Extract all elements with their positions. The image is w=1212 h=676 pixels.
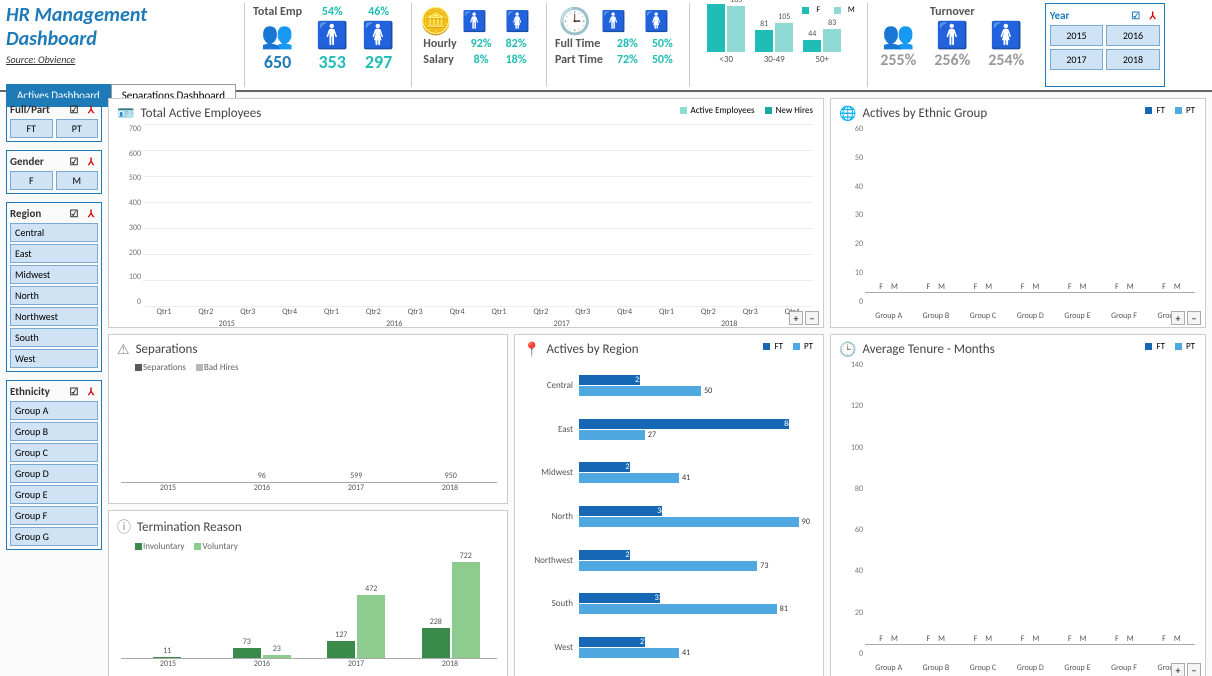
- kpi-total-label: Total Emp: [253, 5, 302, 19]
- slicer-region: Region ☑⅄ CentralEastMidwestNorthNorthwe…: [6, 202, 102, 372]
- clear-filter-icon[interactable]: ⅄: [84, 102, 98, 116]
- year-slicer-title: Year: [1050, 9, 1070, 22]
- hourly-m: 92%: [471, 37, 492, 51]
- zoom-out-icon[interactable]: −: [805, 311, 819, 325]
- female-icon: 🚺: [362, 19, 394, 51]
- slicer-option[interactable]: F: [10, 171, 53, 190]
- year-option[interactable]: 2018: [1106, 49, 1160, 70]
- slicer-option[interactable]: Group F: [10, 506, 98, 525]
- turnover-title: Turnover: [930, 5, 975, 19]
- zoom-in-icon[interactable]: +: [1171, 311, 1185, 325]
- year-option[interactable]: 2015: [1050, 25, 1104, 46]
- female-icon: 🚺: [644, 9, 669, 34]
- clear-filter-icon[interactable]: ⅄: [84, 384, 98, 398]
- hourly-f: 82%: [506, 37, 527, 51]
- slicer-option[interactable]: South: [10, 328, 98, 347]
- coins-icon: 🪙: [420, 5, 452, 37]
- slicer-option[interactable]: Northwest: [10, 307, 98, 326]
- clear-filter-icon[interactable]: ⅄: [1146, 8, 1160, 22]
- kpi-male-value: 353: [319, 51, 346, 73]
- fulltime-label: Full Time: [555, 37, 603, 51]
- clear-filter-icon[interactable]: ⅄: [84, 154, 98, 168]
- panel-total-active: 🪪Total Active Employees Active Employees…: [108, 98, 824, 328]
- slicer-option[interactable]: FT: [10, 119, 53, 138]
- panel-termination: ⓘTermination Reason Involuntary Voluntar…: [108, 510, 508, 676]
- zoom-out-icon[interactable]: −: [1187, 663, 1201, 676]
- multiselect-icon[interactable]: ☑: [67, 206, 81, 220]
- turnover-f: 254%: [988, 51, 1024, 70]
- slicer-option[interactable]: Group E: [10, 485, 98, 504]
- slicer-option[interactable]: Group C: [10, 443, 98, 462]
- slicer-option[interactable]: North: [10, 286, 98, 305]
- clear-filter-icon[interactable]: ⅄: [84, 206, 98, 220]
- year-option[interactable]: 2017: [1050, 49, 1104, 70]
- ft-m: 28%: [617, 37, 638, 51]
- slicer-option[interactable]: East: [10, 244, 98, 263]
- pt-m: 72%: [617, 53, 638, 67]
- female-icon: 🚺: [505, 9, 530, 34]
- globe-icon: 🌐: [839, 105, 856, 122]
- panel-separations: ⚠Separations Separations Bad Hires 96 48…: [108, 334, 508, 504]
- multiselect-icon[interactable]: ☑: [67, 384, 81, 398]
- pt-f: 50%: [652, 53, 673, 67]
- panel-region: 📍Actives by Region FT PT CentralEastMidw…: [514, 334, 824, 676]
- age-chart-kpi: F M 172 165 <30 81 105 30-49 44 83: [689, 3, 859, 87]
- kpi-male-pct: 54%: [322, 5, 343, 19]
- info-icon: ⓘ: [117, 517, 131, 537]
- kpi-total-value: 650: [264, 51, 291, 73]
- slicer-option[interactable]: Midwest: [10, 265, 98, 284]
- slicer-full/part: Full/Part ☑⅄ FTPT: [6, 98, 102, 142]
- slicer-option[interactable]: Group A: [10, 401, 98, 420]
- ft-f: 50%: [652, 37, 673, 51]
- year-option[interactable]: 2016: [1106, 25, 1160, 46]
- panel-ethnic: 🌐Actives by Ethnic Group FT PT 605040302…: [830, 98, 1206, 328]
- slicer-option[interactable]: PT: [56, 119, 99, 138]
- clock-icon: 🕒: [839, 341, 856, 358]
- salary-label: Salary: [423, 53, 456, 67]
- zoom-in-icon[interactable]: +: [789, 311, 803, 325]
- multiselect-icon[interactable]: ☑: [1129, 8, 1143, 22]
- male-icon: 🚹: [936, 19, 968, 51]
- dashboard-title: HR Management Dashboard: [6, 3, 236, 51]
- year-slicer: Year ☑ ⅄ 2015201620172018: [1045, 3, 1165, 87]
- source-link[interactable]: Source: Obvience: [6, 53, 236, 66]
- people-icon: 👥: [261, 19, 293, 51]
- male-icon: 🚹: [601, 9, 626, 34]
- badge-icon: 🪪: [117, 105, 134, 122]
- female-icon: 🚺: [990, 19, 1022, 51]
- slicer-option[interactable]: West: [10, 349, 98, 368]
- multiselect-icon[interactable]: ☑: [67, 102, 81, 116]
- slicer-gender: Gender ☑⅄ FM: [6, 150, 102, 194]
- turnover-all: 255%: [880, 51, 916, 70]
- people-icon: 👥: [882, 19, 914, 51]
- slicer-option[interactable]: Group G: [10, 527, 98, 546]
- parttime-label: Part Time: [555, 53, 603, 67]
- multiselect-icon[interactable]: ☑: [67, 154, 81, 168]
- male-icon: 🚹: [316, 19, 348, 51]
- kpi-female-value: 297: [365, 51, 392, 73]
- slicer-option[interactable]: Group B: [10, 422, 98, 441]
- slicer-option[interactable]: Group D: [10, 464, 98, 483]
- slicer-option[interactable]: Central: [10, 223, 98, 242]
- slicer-ethnicity: Ethnicity ☑⅄ Group AGroup BGroup CGroup …: [6, 380, 102, 550]
- kpi-female-pct: 46%: [368, 5, 389, 19]
- salary-f: 18%: [506, 53, 527, 67]
- panel-active-title: Total Active Employees: [140, 106, 261, 121]
- slicer-option[interactable]: M: [56, 171, 99, 190]
- zoom-out-icon[interactable]: −: [1187, 311, 1201, 325]
- hourly-label: Hourly: [423, 37, 456, 51]
- pin-icon: 📍: [523, 341, 540, 358]
- warning-icon: ⚠: [117, 341, 130, 358]
- zoom-in-icon[interactable]: +: [1171, 663, 1185, 676]
- clock-icon: 🕒: [559, 5, 591, 37]
- salary-m: 8%: [471, 53, 492, 67]
- panel-tenure: 🕒Average Tenure - Months FT PT 140120100…: [830, 334, 1206, 676]
- male-icon: 🚹: [462, 9, 487, 34]
- turnover-m: 256%: [934, 51, 970, 70]
